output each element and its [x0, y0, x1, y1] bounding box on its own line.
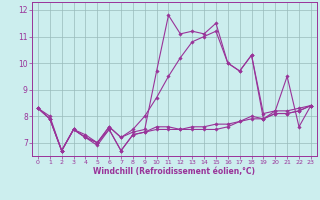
X-axis label: Windchill (Refroidissement éolien,°C): Windchill (Refroidissement éolien,°C) — [93, 167, 255, 176]
